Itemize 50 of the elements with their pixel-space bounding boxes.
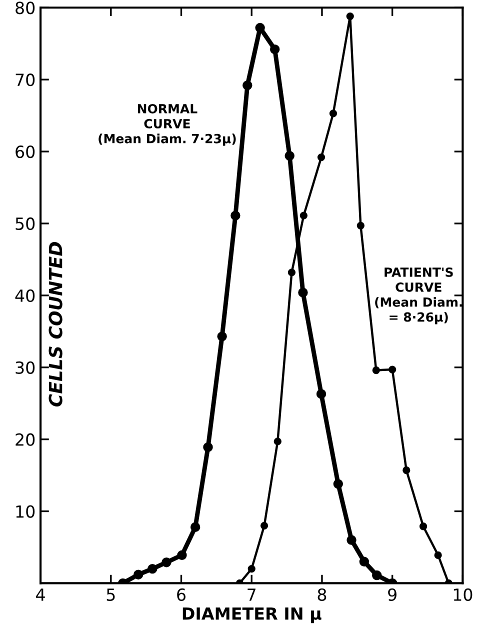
x-tick-label: 8	[318, 588, 326, 601]
y-axis-title: CELLS COUNTED	[48, 242, 62, 406]
point	[284, 150, 294, 161]
y-tick-label: 20	[16, 433, 35, 446]
y-tick-label: 50	[16, 217, 35, 230]
point	[177, 550, 187, 560]
y-tick-label: 60	[16, 145, 35, 158]
point	[316, 389, 326, 399]
x-tick-label: 4	[36, 588, 45, 601]
point	[359, 556, 370, 566]
point	[317, 153, 326, 162]
point	[402, 466, 410, 474]
point	[274, 438, 282, 446]
x-tick-label: 5	[106, 588, 115, 601]
point	[434, 551, 442, 559]
point	[333, 479, 344, 489]
x-tick-label: 7	[248, 588, 256, 601]
point	[329, 110, 338, 118]
point	[242, 80, 252, 90]
point	[419, 522, 428, 530]
point	[298, 288, 308, 298]
point	[300, 212, 308, 220]
x-tick-label: 6	[177, 588, 186, 601]
point	[133, 570, 144, 580]
x-tick-label: 10	[454, 588, 472, 601]
point	[388, 366, 396, 374]
point	[372, 570, 382, 580]
point	[248, 565, 256, 573]
point	[346, 535, 356, 545]
y-tick-label: 10	[16, 505, 35, 518]
x-tick-label: 9	[388, 588, 396, 601]
point	[372, 366, 380, 374]
y-tick-label: 80	[16, 2, 35, 14]
point	[162, 557, 172, 568]
point	[217, 332, 227, 342]
point	[230, 210, 240, 220]
point	[148, 564, 158, 574]
point	[260, 522, 268, 530]
annotation: NORMAL CURVE (Mean Diam. 7·23μ)	[98, 104, 236, 146]
point	[356, 222, 364, 230]
point	[270, 44, 280, 54]
point	[346, 12, 354, 20]
point	[288, 268, 296, 276]
point	[203, 442, 213, 452]
y-tick-label: 40	[15, 289, 35, 302]
y-tick-label: 30	[16, 361, 35, 374]
x-axis-title: DIAMETER IN μ	[182, 607, 322, 624]
y-tick-label: 70	[16, 74, 35, 86]
point	[255, 22, 265, 33]
point	[190, 522, 200, 532]
